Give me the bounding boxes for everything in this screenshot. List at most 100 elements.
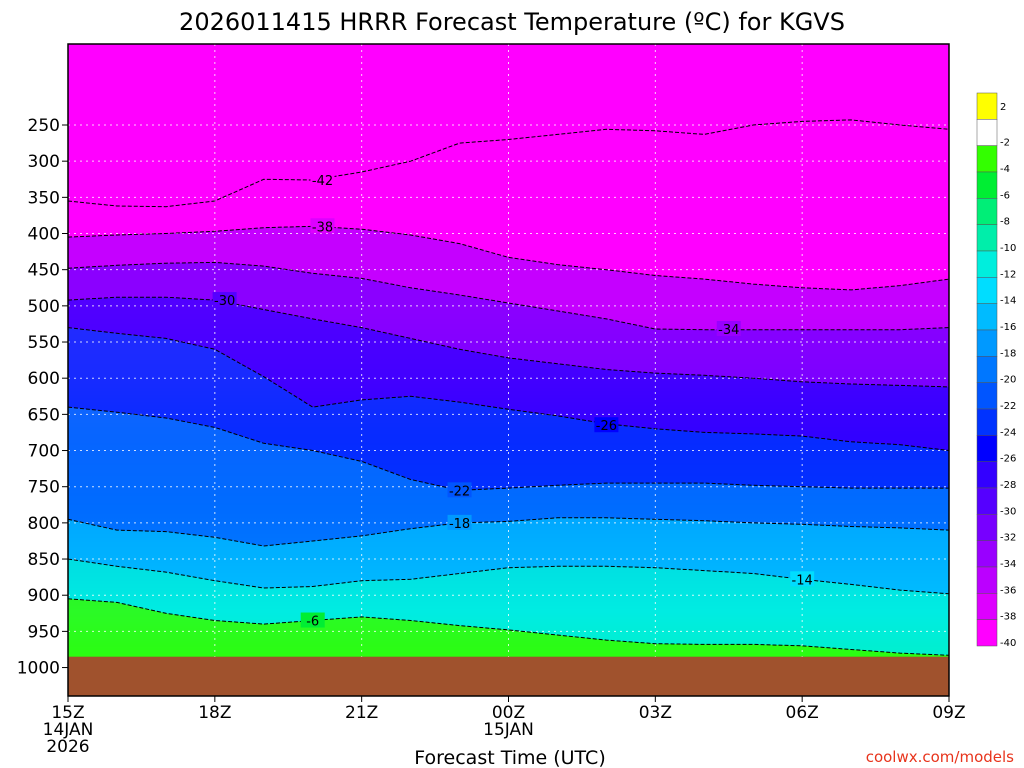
colorbar-swatch bbox=[976, 303, 998, 331]
isotherm-label-bg bbox=[790, 571, 815, 587]
colorbar-swatch bbox=[976, 514, 998, 541]
ground-surface bbox=[68, 656, 949, 696]
colorbar-label: -12 bbox=[1000, 269, 1016, 280]
isotherm-label: -18 bbox=[449, 517, 470, 532]
x-tick-label: 15Z bbox=[51, 703, 84, 723]
colorbar-label: -34 bbox=[1000, 559, 1016, 570]
y-tick-label: 750 bbox=[28, 478, 60, 498]
isotherm-lines: -42 -38 -34 -30 -26 -22 -18 -14 -6 bbox=[68, 119, 949, 656]
isotherm-label: -22 bbox=[449, 484, 470, 499]
colorbar-swatch bbox=[976, 566, 998, 594]
isotherm-label: -38 bbox=[312, 220, 333, 235]
isotherm-line bbox=[68, 517, 949, 547]
chart-title: 2026011415 HRRR Forecast Temperature (ºC… bbox=[179, 8, 845, 36]
colorbar-swatch bbox=[976, 408, 998, 436]
isotherm-label: -6 bbox=[306, 615, 319, 630]
y-tick-label: 350 bbox=[28, 188, 60, 208]
colorbar-swatch bbox=[976, 487, 998, 515]
colorbar-swatch bbox=[976, 250, 998, 278]
x-tick-label: 18Z bbox=[198, 703, 231, 723]
credit-link[interactable]: coolwx.com/models bbox=[866, 748, 1014, 766]
colorbar-label: -20 bbox=[1000, 375, 1016, 386]
colorbar-swatch bbox=[976, 329, 998, 357]
x-tick-label: 2026 bbox=[46, 737, 89, 757]
isotherm-label-bg bbox=[716, 320, 741, 336]
isotherm-label-bg bbox=[447, 514, 472, 530]
isotherm-label-bg bbox=[212, 292, 237, 308]
colorbar-legend: 2 -2 -4 -6 -8 -10 -12 -14 -16 -18 -20 -22 -24 -26 -28 -… bbox=[976, 92, 1016, 649]
y-tick-label: 650 bbox=[28, 405, 60, 425]
isotherm-line bbox=[68, 327, 949, 451]
colorbar-swatch bbox=[976, 435, 998, 462]
y-tick-label: 450 bbox=[28, 261, 60, 281]
isotherm-label: -42 bbox=[312, 174, 333, 189]
isotherm-line bbox=[68, 261, 949, 331]
isotherm-label-bg bbox=[594, 417, 619, 433]
colorbar-label: -40 bbox=[1000, 638, 1016, 649]
isotherm-label: -14 bbox=[792, 573, 813, 588]
colorbar-label: -28 bbox=[1000, 480, 1016, 491]
colorbar-label: -2 bbox=[1000, 138, 1010, 149]
colorbar-swatch bbox=[976, 382, 998, 410]
colorbar-swatch bbox=[976, 145, 998, 173]
temperature-band bbox=[68, 119, 949, 290]
colorbar-label: -8 bbox=[1000, 217, 1010, 228]
temperature-band bbox=[68, 327, 949, 491]
x-tick-label: 15JAN bbox=[483, 720, 534, 740]
isotherm-label: -34 bbox=[718, 323, 739, 338]
temperature-band bbox=[68, 262, 949, 387]
colorbar-swatch bbox=[976, 461, 998, 489]
colorbar-label: -10 bbox=[1000, 243, 1016, 254]
colorbar-label: -16 bbox=[1000, 322, 1016, 333]
colorbar-swatch bbox=[976, 277, 998, 304]
colorbar-label: -6 bbox=[1000, 190, 1010, 201]
y-tick-label: 300 bbox=[28, 152, 60, 172]
colorbar-label: -26 bbox=[1000, 454, 1016, 465]
x-tick-label: 14JAN bbox=[43, 720, 94, 740]
y-tick-label: 1000 bbox=[17, 659, 60, 679]
temperature-band bbox=[68, 407, 949, 546]
y-axis-ticks: 250 300 350 400 450 500 550 600 650 700 750 800 850 9… bbox=[17, 116, 68, 679]
y-tick-label: 850 bbox=[28, 550, 60, 570]
isotherm-line bbox=[68, 119, 949, 208]
y-tick-label: 800 bbox=[28, 514, 60, 534]
x-axis-label: Forecast Time (UTC) bbox=[414, 747, 605, 768]
temperature-band bbox=[68, 297, 949, 451]
colorbar-swatch bbox=[976, 540, 998, 568]
y-tick-label: 600 bbox=[28, 369, 60, 389]
colorbar-label: -32 bbox=[1000, 533, 1016, 544]
ground-layer bbox=[68, 656, 949, 696]
colorbar-label: -4 bbox=[1000, 164, 1010, 175]
isotherm-label: -30 bbox=[214, 294, 235, 309]
y-tick-label: 900 bbox=[28, 586, 60, 606]
colorbar-label: -18 bbox=[1000, 348, 1016, 359]
colorbar-swatch bbox=[976, 224, 998, 252]
y-tick-label: 700 bbox=[28, 442, 60, 462]
colorbar-label: -36 bbox=[1000, 585, 1016, 596]
isotherm-label-bg bbox=[310, 218, 335, 234]
colorbar-swatch bbox=[976, 171, 998, 199]
isotherm-label: -26 bbox=[596, 419, 617, 434]
isotherm-label-bg bbox=[447, 482, 472, 498]
isotherm-line bbox=[68, 225, 949, 291]
colorbar-label: -30 bbox=[1000, 506, 1016, 517]
isotherm-label-bg bbox=[310, 171, 335, 187]
colorbar-swatch bbox=[976, 356, 998, 383]
grid-lines bbox=[68, 44, 949, 696]
colorbar-label: -24 bbox=[1000, 427, 1016, 438]
colorbar-label: -38 bbox=[1000, 612, 1016, 623]
colorbar-label: 2 bbox=[1000, 102, 1006, 113]
colorbar-label: -22 bbox=[1000, 401, 1016, 412]
colorbar-swatch bbox=[976, 619, 998, 647]
x-tick-label: 21Z bbox=[345, 703, 378, 723]
y-tick-label: 400 bbox=[28, 225, 60, 245]
y-tick-label: 550 bbox=[28, 333, 60, 353]
colorbar-swatch bbox=[976, 119, 998, 146]
colorbar-label: -14 bbox=[1000, 296, 1016, 307]
y-tick-label: 500 bbox=[28, 297, 60, 317]
x-tick-label: 09Z bbox=[932, 703, 965, 723]
x-tick-label: 03Z bbox=[639, 703, 672, 723]
colorbar-swatch bbox=[976, 593, 998, 620]
